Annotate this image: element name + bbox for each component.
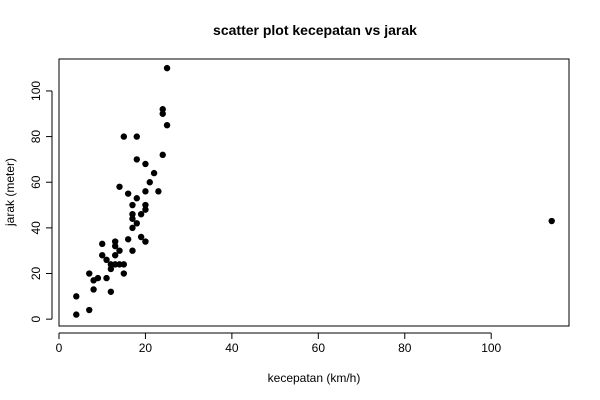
plot-frame <box>58 58 570 327</box>
data-point <box>129 210 136 218</box>
y-tick-label: 100 <box>29 81 43 101</box>
data-point <box>103 256 110 264</box>
data-point <box>107 265 115 273</box>
y-tick-label: 40 <box>29 221 43 235</box>
data-point <box>107 288 115 295</box>
y-tick-label: 80 <box>29 130 43 144</box>
data-point <box>120 133 128 140</box>
data-point <box>129 224 136 232</box>
data-point <box>163 64 171 72</box>
y-tick-label: 0 <box>29 315 43 322</box>
x-tick-label: 40 <box>225 341 239 355</box>
data-point <box>99 252 106 259</box>
data-point <box>159 151 166 159</box>
data-point <box>86 306 93 314</box>
data-point <box>155 188 162 195</box>
data-point <box>111 242 119 250</box>
data-point <box>129 215 136 222</box>
data-point <box>137 210 145 218</box>
y-axis-label: jarak (meter) <box>3 158 17 227</box>
data-point <box>124 236 132 243</box>
data-point <box>142 206 149 213</box>
data-point <box>90 286 97 293</box>
data-point <box>116 183 123 190</box>
data-point <box>142 160 149 168</box>
data-point <box>159 110 166 117</box>
data-point <box>142 188 149 195</box>
data-point <box>103 274 110 282</box>
data-point <box>99 240 106 248</box>
chart-title: scatter plot kecepatan vs jarak <box>213 22 417 38</box>
y-tick-label: 20 <box>29 267 43 281</box>
x-tick-label: 0 <box>56 341 63 355</box>
y-axis: 0 20 40 60 80 100 <box>29 81 53 322</box>
data-point <box>73 311 80 318</box>
x-tick-label: 60 <box>312 341 326 355</box>
x-tick-label: 100 <box>481 341 501 355</box>
data-point <box>86 270 93 277</box>
data-point <box>94 274 102 282</box>
data-point <box>548 217 555 225</box>
data-point <box>120 270 128 277</box>
data-point <box>111 238 119 245</box>
x-tick-label: 20 <box>139 341 153 355</box>
data-point <box>129 201 136 209</box>
data-point <box>159 106 166 113</box>
data-point <box>163 121 171 129</box>
data-point <box>116 247 123 254</box>
data-point <box>73 293 80 300</box>
x-tick-label: 80 <box>398 341 412 355</box>
data-point <box>124 190 132 197</box>
data-point <box>150 169 158 177</box>
data-point <box>133 195 140 202</box>
data-point <box>133 220 140 227</box>
x-axis-label: kecepatan (km/h) <box>268 371 361 385</box>
x-axis: 0 20 40 60 80 100 <box>56 332 502 355</box>
data-point <box>142 201 149 209</box>
data-point <box>129 247 136 254</box>
data-point <box>142 238 149 245</box>
data-point <box>111 252 119 259</box>
data-point <box>133 133 140 140</box>
data-point <box>133 156 140 163</box>
data-point <box>120 261 128 268</box>
data-point <box>146 179 153 186</box>
y-tick-label: 60 <box>29 175 43 189</box>
data-point <box>137 233 145 241</box>
data-points <box>73 64 555 318</box>
